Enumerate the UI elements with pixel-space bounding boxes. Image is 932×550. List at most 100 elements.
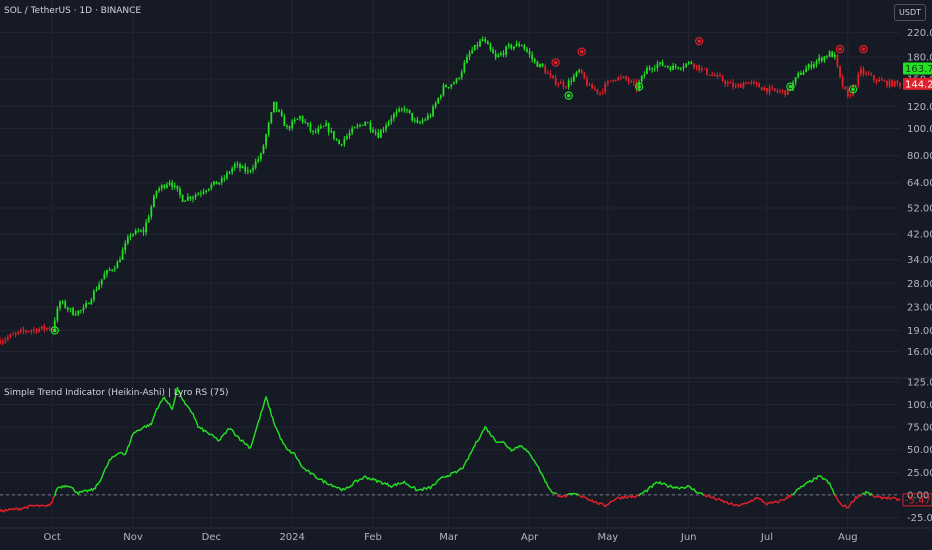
candle-body <box>66 307 69 310</box>
candle-body <box>9 334 12 338</box>
candle-body <box>656 63 659 69</box>
candle-body <box>753 81 755 83</box>
candle-body <box>113 268 116 270</box>
candle-body <box>666 66 669 68</box>
candle-body <box>442 85 445 96</box>
candle-body <box>116 262 119 269</box>
candle-body <box>46 327 48 330</box>
candle-body <box>570 80 573 82</box>
candle-body <box>810 64 813 68</box>
candle-body <box>103 274 106 280</box>
candle-body <box>763 87 766 91</box>
symbol-title: SOL / TetherUS · 1D · BINANCE <box>4 6 142 16</box>
candle-body <box>828 51 831 57</box>
time-tick-label: Oct <box>44 532 61 543</box>
candle-body <box>278 109 281 112</box>
candle-body <box>390 118 393 122</box>
candle-body <box>353 127 356 129</box>
indicator-segment <box>252 434 256 441</box>
candle-body <box>583 72 586 79</box>
price-candles <box>0 36 901 346</box>
currency-button[interactable]: USDT <box>894 4 926 21</box>
candle-body <box>544 66 547 74</box>
candle-body <box>40 326 43 329</box>
candle-body <box>437 97 440 104</box>
candle-body <box>181 194 184 202</box>
candle-body <box>338 140 341 145</box>
indicator-value-box <box>902 493 932 507</box>
candle-body <box>322 126 325 128</box>
candle-body <box>85 303 87 308</box>
candle-body <box>25 330 27 332</box>
indicator-segment <box>897 498 901 501</box>
candle-body <box>870 74 873 76</box>
indicator-segment <box>266 399 270 408</box>
candle-body <box>460 71 463 78</box>
candle-body <box>325 123 327 127</box>
indicator-segment <box>262 399 266 407</box>
candle-body <box>233 164 236 169</box>
indicator-segment <box>171 403 175 411</box>
candle-body <box>640 75 643 82</box>
candle-body <box>186 196 189 201</box>
candle-body <box>489 44 492 50</box>
candle-body <box>288 126 291 129</box>
time-tick-label: Apr <box>521 532 539 543</box>
candle-body <box>554 78 557 85</box>
signal-dot-down <box>579 49 584 54</box>
candle-body <box>1 341 4 344</box>
candle-body <box>520 45 523 47</box>
candle-body <box>528 51 531 55</box>
candle-body <box>361 124 364 126</box>
candle-body <box>106 270 108 275</box>
candle-body <box>865 73 867 75</box>
candle-body <box>374 132 377 134</box>
candle-body <box>413 119 416 121</box>
candle-body <box>559 82 562 84</box>
candle-body <box>241 166 244 169</box>
signal-dot-up <box>566 93 571 98</box>
candle-body <box>766 87 768 93</box>
candle-body <box>424 119 427 121</box>
candle-body <box>244 166 247 172</box>
candle-body <box>526 48 528 52</box>
candle-body <box>252 167 254 171</box>
candle-body <box>293 119 296 122</box>
indicator-segment <box>251 439 254 446</box>
time-tick-label: Jun <box>680 532 697 543</box>
signal-marker-up <box>786 82 795 91</box>
candle-body <box>366 122 369 124</box>
signal-marker-down <box>551 58 560 67</box>
candle-body <box>458 77 461 79</box>
candle-body <box>875 79 878 82</box>
candle-body <box>515 43 518 47</box>
candle-body <box>312 130 314 132</box>
indicator-tick-label: 75.00 <box>907 423 932 434</box>
candle-body <box>184 200 187 202</box>
candle-body <box>215 181 218 185</box>
candle-body <box>4 339 7 342</box>
candle-body <box>270 112 273 123</box>
candle-body <box>27 331 30 333</box>
candle-body <box>377 132 380 138</box>
candle-body <box>773 88 776 91</box>
candle-body <box>494 53 497 58</box>
candle-body <box>19 329 22 332</box>
signal-dot-down <box>838 47 842 51</box>
indicator-segment <box>256 421 259 428</box>
candle-body <box>393 114 395 119</box>
indicator-segment <box>172 399 176 406</box>
indicator-line <box>0 386 901 513</box>
time-tick-label: Feb <box>364 532 382 543</box>
candle-body <box>619 77 622 79</box>
indicator-segment <box>154 408 158 414</box>
candle-body <box>179 188 181 195</box>
time-tick-label: 2024 <box>279 532 304 543</box>
candle-body <box>126 237 129 244</box>
candle-body <box>606 81 609 84</box>
candle-body <box>228 172 231 174</box>
candle-body <box>346 136 348 139</box>
candle-body <box>669 67 672 70</box>
candle-body <box>453 82 455 85</box>
candle-body <box>197 193 200 196</box>
